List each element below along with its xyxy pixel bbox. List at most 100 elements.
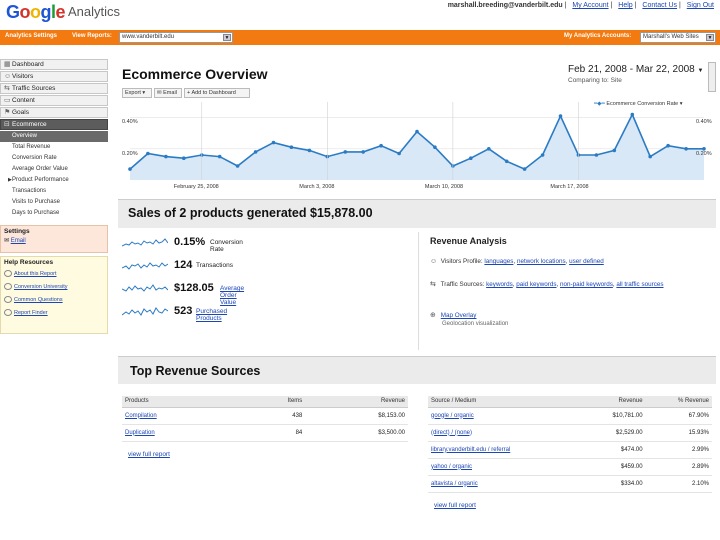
chart-point[interactable] (361, 150, 365, 154)
chart-point[interactable] (217, 154, 222, 159)
sidebar-sub-overview[interactable]: Overview (0, 131, 108, 142)
chart-point[interactable] (702, 147, 706, 151)
chart-point[interactable] (594, 153, 599, 157)
sidebar-sub-days-to-purchase[interactable]: Days to Purchase (12, 210, 60, 216)
col-source-medium[interactable]: Source / Medium (428, 396, 581, 408)
flag-icon: ⚑ (4, 109, 11, 116)
legend-marker-icon: ━◆━ (594, 101, 605, 107)
email-setting-link[interactable]: ✉ Email (4, 238, 26, 244)
add-to-dashboard-button[interactable]: + Add to Dashboard (184, 88, 250, 98)
chart-point[interactable] (648, 154, 652, 159)
average-order-value-link[interactable]: Average Order Value (220, 285, 245, 306)
chart-point[interactable] (415, 129, 419, 134)
chart-point[interactable] (612, 148, 617, 153)
chart-point[interactable] (666, 143, 670, 148)
help-report-finder[interactable]: Report Finder (4, 307, 104, 320)
my-account-link[interactable]: My Account (572, 2, 609, 9)
purchased-products-link[interactable]: Purchased Products (196, 308, 228, 322)
col-revenue[interactable]: Revenue (580, 396, 646, 408)
date-range-picker[interactable]: Feb 21, 2008 - Mar 22, 2008 ▼ (568, 64, 704, 75)
export-button[interactable]: Export ▾ (122, 88, 152, 98)
chart-point[interactable] (235, 164, 240, 168)
sidebar-sub-transactions[interactable]: Transactions (12, 188, 47, 194)
chart-point[interactable] (271, 140, 276, 145)
col-products[interactable]: Products (122, 396, 241, 408)
sidebar-item-ecommerce[interactable]: ⊟ Ecommerce (0, 119, 108, 130)
table-row: (direct) / (none) $2,529.00 15.93% (428, 424, 712, 442)
source-link[interactable]: google / organic (428, 407, 581, 425)
col-items[interactable]: Items (240, 396, 306, 408)
keywords-link[interactable]: keywords (486, 281, 513, 288)
chart-point[interactable] (289, 145, 294, 149)
x-tick-label: March 17, 2008 (550, 184, 588, 190)
email-button[interactable]: ✉ Email (154, 88, 182, 98)
col-revenue[interactable]: Revenue (305, 396, 408, 408)
paid-keywords-link[interactable]: paid keywords (516, 281, 557, 288)
col-pct-revenue[interactable]: % Revenue (645, 396, 712, 408)
chart-legend[interactable]: ━◆━ Ecommerce Conversion Rate ▾ (594, 101, 683, 107)
sidebar-item-traffic-sources[interactable]: ⇆ Traffic Sources (0, 83, 108, 94)
chart-point[interactable] (397, 151, 401, 156)
chart-point[interactable] (182, 156, 186, 160)
source-link[interactable]: library.vanderbilt.edu / referral (428, 441, 581, 459)
chart-point[interactable] (504, 159, 509, 164)
chart-point[interactable] (146, 151, 150, 156)
all-traffic-sources-link[interactable]: all traffic sources (616, 281, 664, 288)
sparkline-icon (122, 284, 168, 292)
chart-point[interactable] (540, 153, 545, 157)
orange-nav-bar: Analytics Settings View Reports: www.van… (0, 30, 720, 45)
source-link[interactable]: (direct) / (none) (428, 424, 581, 442)
accounts-select[interactable]: Marshall's Web Sites ▼ (640, 32, 716, 43)
traffic-sources-row: ⇆ Traffic Sources: keywords, paid keywor… (430, 281, 664, 288)
view-reports-select[interactable]: www.vanderbilt.edu ▼ (119, 32, 233, 43)
product-link[interactable]: Duplication (122, 424, 241, 442)
sidebar-sub-product-performance[interactable]: ▶ Product Performance (8, 177, 69, 183)
sources-view-full-report-link[interactable]: view full report (434, 502, 476, 509)
sidebar-sub-average-order-value[interactable]: Average Order Value (12, 166, 68, 172)
source-link[interactable]: altavista / organic (428, 475, 581, 493)
sidebar: ▦Dashboard ☺Visitors ⇆ Traffic Sources ▭C… (0, 59, 108, 334)
sidebar-sub-total-revenue[interactable]: Total Revenue (12, 144, 51, 150)
non-paid-keywords-link[interactable]: non-paid keywords (560, 281, 613, 288)
conversion-rate-chart[interactable]: February 25, 2008 March 3, 2008 March 10, … (118, 98, 716, 190)
help-conversion-university[interactable]: Conversion University (4, 281, 104, 294)
sidebar-sub-visits-to-purchase[interactable]: Visits to Purchase (12, 199, 60, 205)
chart-point[interactable] (487, 147, 491, 151)
product-link[interactable]: Compilation (122, 407, 241, 425)
contact-us-link[interactable]: Contact Us (642, 2, 678, 9)
user-defined-link[interactable]: user defined (569, 258, 604, 265)
chart-point[interactable] (128, 167, 132, 171)
help-link[interactable]: Help (618, 2, 633, 9)
user-email: marshall.breeding@vanderbilt.edu (447, 2, 563, 9)
help-about-report[interactable]: About this Report (4, 268, 104, 281)
sidebar-item-content[interactable]: ▭Content (0, 95, 108, 106)
envelope-icon: ✉ (157, 90, 162, 96)
chart-point[interactable] (164, 154, 168, 159)
sidebar-item-dashboard[interactable]: ▦Dashboard (0, 59, 108, 70)
analytics-settings-link[interactable]: Analytics Settings (5, 33, 58, 39)
source-link[interactable]: yahoo / organic (428, 458, 581, 476)
help-common-questions[interactable]: Common Questions (4, 294, 104, 307)
chart-point[interactable] (630, 112, 635, 117)
sign-out-link[interactable]: Sign Out (686, 2, 714, 9)
chart-point[interactable] (469, 156, 473, 160)
languages-link[interactable]: languages (484, 258, 514, 265)
chart-point[interactable] (433, 145, 437, 149)
chart-point[interactable] (307, 148, 312, 153)
map-overlay-link[interactable]: Map Overlay (440, 312, 477, 319)
chart-point[interactable] (558, 114, 563, 118)
chart-point[interactable] (379, 143, 383, 148)
chart-point[interactable] (343, 150, 348, 154)
date-scrollbar[interactable] (708, 62, 716, 92)
plus-icon: + (187, 90, 191, 96)
envelope-icon: ✉ (4, 238, 11, 244)
chart-point[interactable] (522, 167, 527, 171)
sidebar-sub-conversion-rate[interactable]: Conversion Rate (12, 155, 57, 161)
sidebar-item-goals[interactable]: ⚑ Goals (0, 107, 108, 118)
chart-point[interactable] (253, 150, 258, 154)
chart-point[interactable] (684, 147, 688, 151)
products-view-full-report-link[interactable]: view full report (128, 451, 170, 458)
sidebar-item-visitors[interactable]: ☺Visitors (0, 71, 108, 82)
network-locations-link[interactable]: network locations (516, 258, 566, 265)
google-analytics-logo[interactable]: Google (6, 2, 66, 22)
